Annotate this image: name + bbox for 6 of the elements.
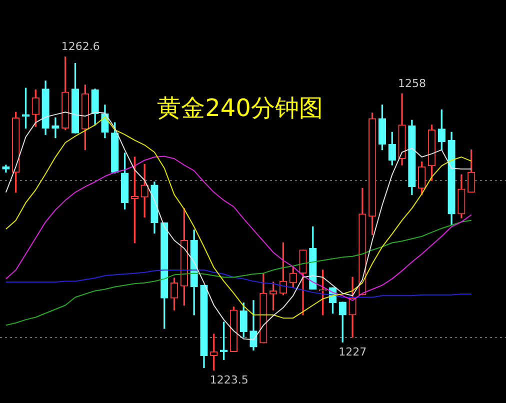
annotation: 1258 (398, 77, 426, 90)
annotation: 1227 (338, 345, 367, 358)
annotation: 1262.6 (61, 40, 100, 54)
candlestick (52, 117, 60, 138)
text: 黄金240分钟图 (156, 93, 324, 124)
annotation: 1223.5 (210, 374, 248, 387)
